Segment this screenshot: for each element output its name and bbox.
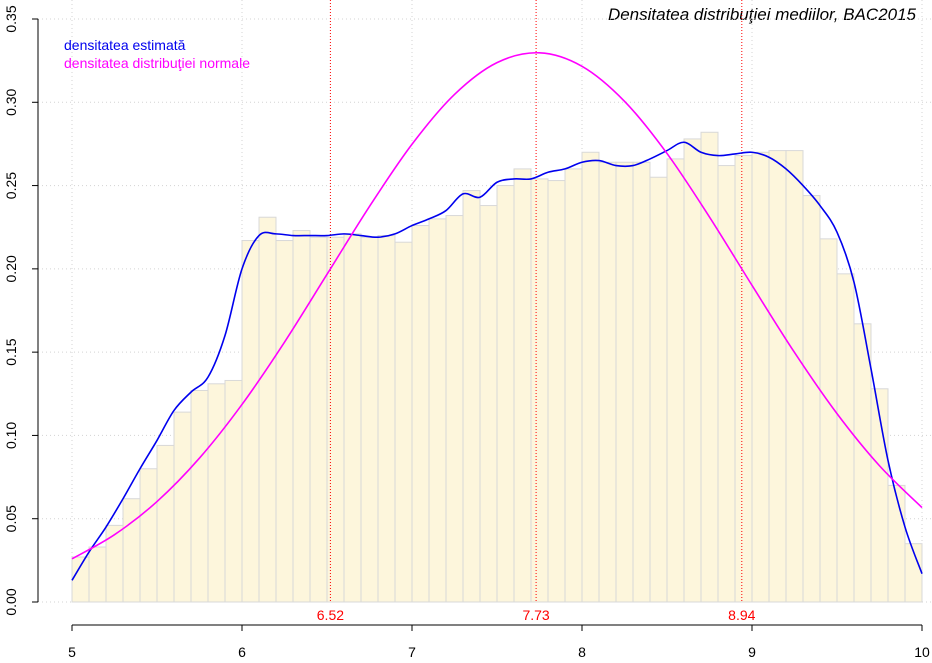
- x-tick-label: 9: [748, 644, 756, 660]
- density-line: [71, 141, 923, 581]
- bar: [224, 379, 243, 603]
- bar: [88, 546, 107, 603]
- bar: [547, 180, 566, 603]
- bar: [615, 161, 634, 603]
- y-tick-label: 0.05: [3, 505, 19, 532]
- bar: [683, 138, 702, 603]
- x-tick-label: 7: [408, 644, 416, 660]
- bar: [122, 498, 141, 603]
- bar: [207, 383, 226, 603]
- bar: [496, 185, 515, 603]
- legend-entry: densitatea distribuţiei normale: [64, 55, 250, 71]
- bar: [734, 155, 753, 603]
- bar: [156, 444, 175, 603]
- chart-title: Densitatea distribuţiei mediilor, BAC201…: [608, 5, 917, 24]
- bar: [71, 556, 90, 603]
- bar: [343, 233, 362, 603]
- bar: [241, 240, 260, 603]
- x-tick-label: 6: [238, 644, 246, 660]
- bar: [564, 168, 583, 603]
- x-tick-label: 8: [578, 644, 586, 660]
- bar: [428, 218, 447, 603]
- y-tick-label: 0.20: [3, 255, 19, 282]
- bar: [819, 238, 838, 603]
- bar: [836, 273, 855, 603]
- bar: [173, 411, 192, 603]
- bar: [649, 176, 668, 603]
- bar: [513, 168, 532, 603]
- bar: [751, 151, 770, 603]
- bar: [581, 151, 600, 603]
- bar: [309, 236, 328, 603]
- y-tick-label: 0.30: [3, 88, 19, 115]
- legend-entry: densitatea estimată: [64, 37, 186, 53]
- y-tick-label: 0.15: [3, 338, 19, 365]
- bar: [292, 230, 311, 603]
- bar: [394, 241, 413, 603]
- x-tick-label: 5: [68, 644, 76, 660]
- bar: [275, 240, 294, 603]
- bar: [190, 389, 209, 603]
- bar: [377, 235, 396, 603]
- bar: [105, 524, 124, 603]
- bar: [785, 150, 804, 603]
- density-line: [71, 51, 923, 560]
- bar: [802, 195, 821, 603]
- reference-label: 6.52: [317, 607, 344, 623]
- y-tick-label: 0.10: [3, 422, 19, 449]
- x-tick-label: 10: [914, 644, 930, 660]
- bar: [700, 131, 719, 603]
- bar: [139, 468, 158, 603]
- bar: [768, 150, 787, 603]
- bar: [666, 158, 685, 603]
- bar: [530, 178, 549, 603]
- bar: [445, 215, 464, 603]
- bar: [479, 205, 498, 603]
- reference-label: 8.94: [728, 607, 755, 623]
- bar: [258, 216, 277, 603]
- bar: [360, 236, 379, 603]
- bar: [887, 484, 906, 603]
- y-tick-label: 0.25: [3, 172, 19, 199]
- bar: [632, 161, 651, 603]
- bar: [717, 165, 736, 603]
- y-tick-label: 0.35: [3, 5, 19, 32]
- bar: [326, 236, 345, 603]
- bar: [870, 388, 889, 603]
- bar: [598, 161, 617, 603]
- bar: [462, 190, 481, 603]
- bar: [411, 225, 430, 603]
- y-tick-label: 0.00: [3, 588, 19, 615]
- reference-label: 7.73: [522, 607, 549, 623]
- bar: [853, 323, 872, 603]
